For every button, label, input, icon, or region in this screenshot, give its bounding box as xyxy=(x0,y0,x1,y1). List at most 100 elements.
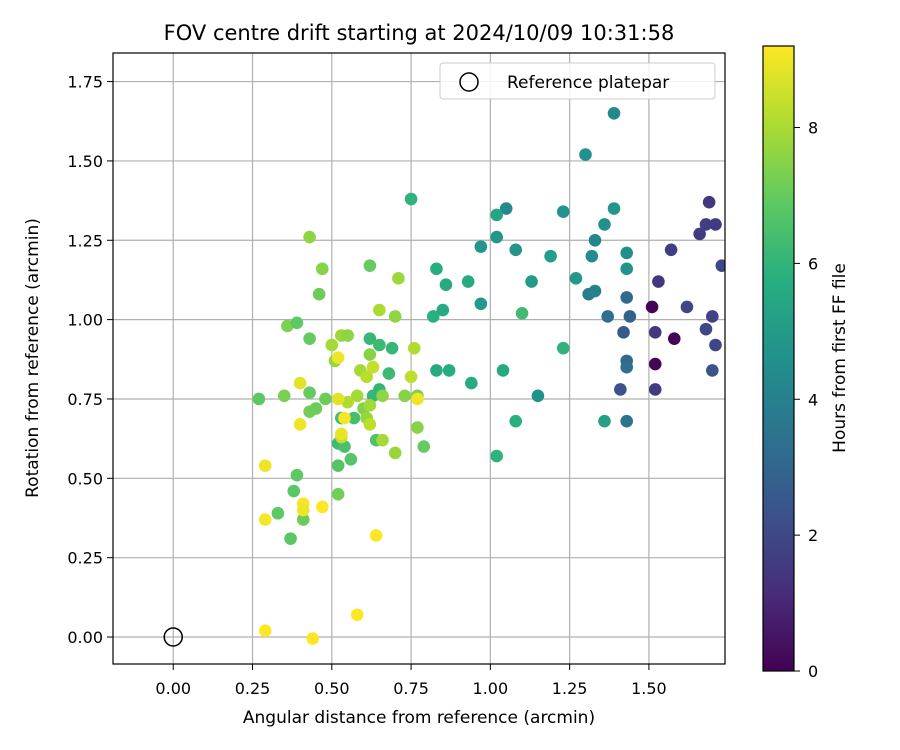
data-point xyxy=(680,300,694,314)
data-point xyxy=(588,284,602,298)
data-point xyxy=(277,389,291,403)
data-point xyxy=(293,418,307,431)
colorbar-tick-label: 4 xyxy=(808,390,818,409)
data-point xyxy=(620,291,633,304)
data-point xyxy=(620,246,633,260)
y-tick-label: 0.25 xyxy=(67,549,103,568)
colorbar-tick-label: 8 xyxy=(808,119,818,138)
data-point xyxy=(373,338,386,352)
data-point xyxy=(404,370,418,384)
data-point xyxy=(585,249,599,263)
colorbar-ticks: 0 2 4 6 8 xyxy=(794,119,818,681)
x-tick-label: 1.50 xyxy=(631,679,667,698)
data-point xyxy=(303,386,316,399)
data-point xyxy=(544,249,557,263)
data-point xyxy=(436,303,450,317)
data-point xyxy=(363,259,377,272)
data-point xyxy=(296,503,310,517)
colorbar-tick-label: 0 xyxy=(808,662,818,681)
data-point xyxy=(319,392,332,406)
x-axis-ticks: 0.00 0.25 0.50 0.75 1.00 1.25 1.50 xyxy=(155,664,667,698)
data-point xyxy=(385,341,399,355)
data-point xyxy=(271,506,285,520)
data-point xyxy=(376,389,389,403)
data-point xyxy=(341,329,354,342)
legend-label: Reference platepar xyxy=(507,73,669,93)
data-point xyxy=(490,449,503,463)
data-point xyxy=(509,414,523,428)
data-point xyxy=(392,272,405,285)
data-point xyxy=(525,275,538,288)
data-point xyxy=(350,389,364,403)
data-point xyxy=(290,316,304,330)
data-point xyxy=(325,338,339,352)
data-point xyxy=(614,383,627,396)
data-point xyxy=(531,389,545,403)
data-point xyxy=(496,364,510,377)
data-point xyxy=(499,202,513,215)
data-point xyxy=(648,326,662,339)
colorbar-label: Hours from first FF file xyxy=(830,263,850,453)
legend: Reference platepar xyxy=(439,62,716,100)
data-point xyxy=(287,484,301,498)
data-point xyxy=(252,392,266,406)
data-point xyxy=(569,272,583,285)
x-tick-label: 0.75 xyxy=(393,679,429,698)
data-point xyxy=(430,262,443,276)
y-tick-label: 1.50 xyxy=(67,152,103,171)
data-point xyxy=(281,319,294,333)
data-point xyxy=(382,367,396,380)
data-point xyxy=(652,275,665,288)
data-point xyxy=(556,205,570,219)
data-point xyxy=(407,341,421,355)
data-point xyxy=(290,468,304,482)
x-tick-label: 0.00 xyxy=(155,679,191,698)
data-point xyxy=(363,332,377,345)
data-point xyxy=(363,348,377,361)
data-point xyxy=(331,351,345,365)
data-points xyxy=(252,107,725,645)
data-point xyxy=(331,392,345,406)
data-point xyxy=(363,418,377,431)
data-point xyxy=(360,370,373,384)
data-point xyxy=(699,218,713,231)
legend-reference-icon xyxy=(459,72,479,92)
data-point xyxy=(474,240,488,253)
legend-box xyxy=(439,62,716,100)
data-point xyxy=(335,427,348,441)
data-point xyxy=(338,440,351,453)
data-point xyxy=(388,446,402,460)
data-point xyxy=(331,487,345,501)
y-tick-label: 1.00 xyxy=(67,311,103,330)
data-point xyxy=(388,310,402,323)
data-point xyxy=(490,230,503,244)
data-point xyxy=(715,259,725,272)
data-point xyxy=(556,341,570,355)
plot-frame xyxy=(112,52,726,665)
data-point xyxy=(617,326,630,339)
data-point xyxy=(258,624,272,637)
data-point xyxy=(579,148,592,161)
data-point xyxy=(645,300,659,314)
chart-title: FOV centre drift starting at 2024/10/09 … xyxy=(164,21,675,45)
data-point xyxy=(369,529,383,542)
data-point xyxy=(706,364,719,377)
y-tick-label: 1.75 xyxy=(67,73,103,92)
data-point xyxy=(366,360,380,374)
data-point xyxy=(373,303,386,317)
data-point xyxy=(709,218,722,231)
data-point xyxy=(309,402,323,415)
data-point xyxy=(693,227,706,241)
data-point xyxy=(347,411,361,425)
data-point xyxy=(430,364,443,377)
data-point xyxy=(607,202,621,215)
data-point xyxy=(474,297,488,311)
data-point xyxy=(490,208,503,222)
data-point xyxy=(664,243,678,257)
data-point xyxy=(620,414,633,428)
data-point xyxy=(601,310,614,323)
data-point xyxy=(293,376,307,390)
data-point xyxy=(417,440,431,453)
data-point xyxy=(341,395,354,409)
x-tick-label: 1.00 xyxy=(473,679,509,698)
